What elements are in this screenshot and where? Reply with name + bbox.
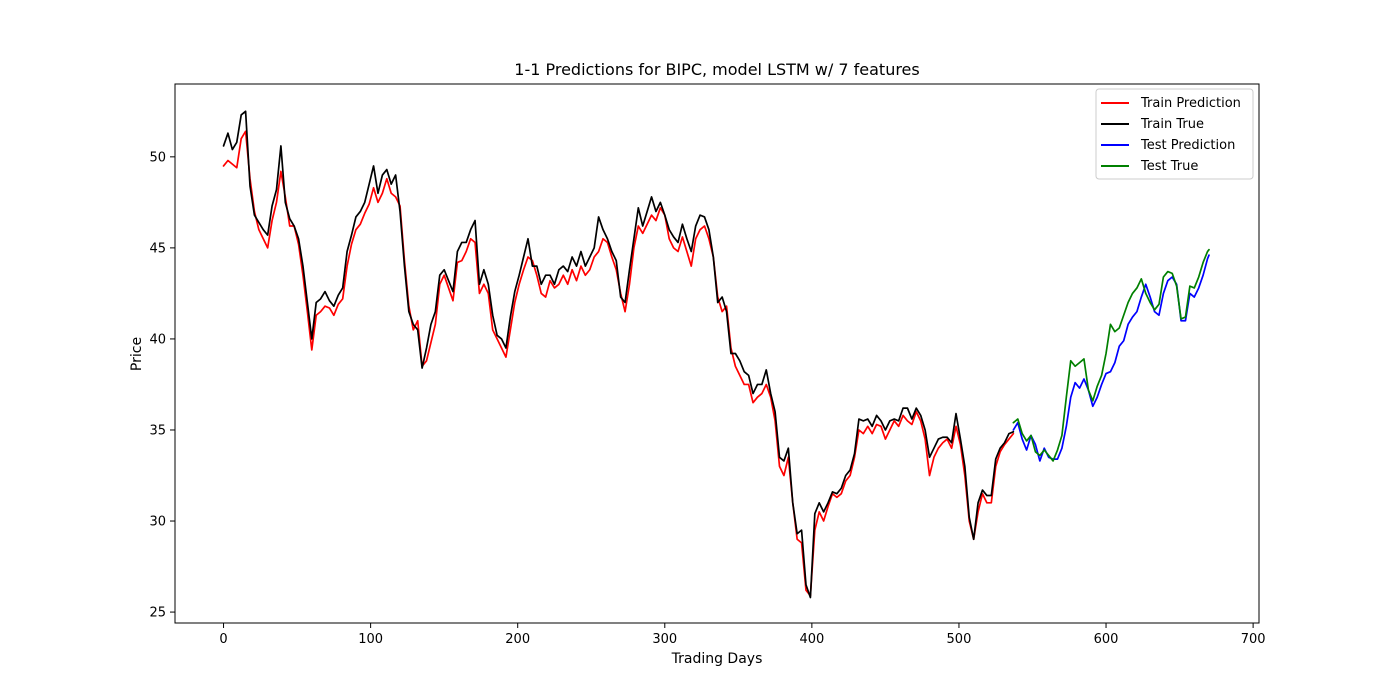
y-tick-label: 35 [149, 423, 166, 438]
y-tick-label: 45 [149, 241, 166, 256]
x-tick-label: 500 [947, 632, 972, 647]
chart-title: 1-1 Predictions for BIPC, model LSTM w/ … [514, 60, 919, 79]
legend-label: Train True [1140, 117, 1204, 132]
x-tick-label: 600 [1094, 632, 1119, 647]
series-layer [222, 110, 1210, 599]
y-axis-label: Price [129, 337, 145, 371]
legend-box [1095, 88, 1254, 180]
legend-label: Test True [1140, 159, 1198, 174]
x-tick-label: 400 [799, 632, 824, 647]
legend-label: Train Prediction [1140, 96, 1241, 111]
y-tick-label: 50 [149, 150, 166, 165]
x-tick-label: 300 [652, 632, 677, 647]
x-tick-label: 700 [1241, 632, 1266, 647]
y-tick-label: 40 [149, 332, 166, 347]
y-tick-label: 25 [149, 606, 166, 621]
y-tick-label: 30 [149, 515, 166, 530]
series-line-test-prediction [1012, 254, 1210, 462]
x-axis-label: Trading Days [671, 651, 763, 667]
legend-items: Train Prediction Train True Test Predictio… [1101, 96, 1241, 174]
legend-label: Test Prediction [1140, 138, 1235, 153]
series-line-test-true [1012, 248, 1210, 462]
x-tick-label: 200 [505, 632, 530, 647]
series-line-train-true [222, 110, 1015, 599]
y-axis-ticks: 25 30 35 40 45 50 [149, 150, 175, 621]
x-tick-label: 0 [219, 632, 227, 647]
legend: Train Prediction Train True Test Predictio… [1095, 88, 1254, 180]
series-line-train-prediction [222, 130, 1015, 597]
x-tick-label: 100 [358, 632, 383, 647]
x-axis-ticks: 0 100 200 300 400 500 600 700 [219, 623, 1266, 647]
plot-frame [174, 83, 1260, 624]
